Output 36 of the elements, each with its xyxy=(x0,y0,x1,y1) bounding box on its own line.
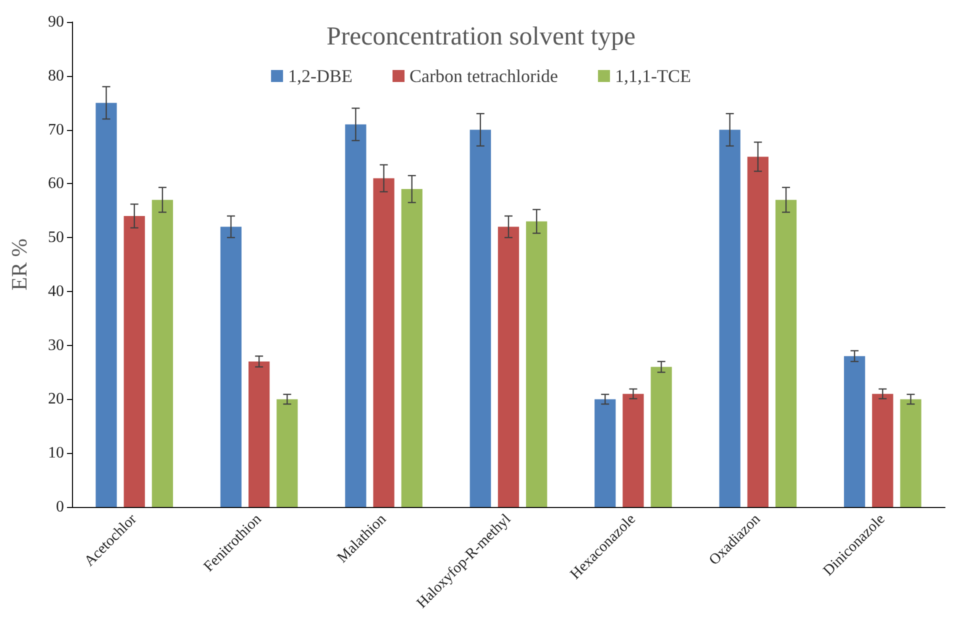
bar xyxy=(872,394,894,507)
y-tick-label: 80 xyxy=(48,67,64,84)
y-axis-title: ER % xyxy=(6,238,32,290)
y-tick-label: 40 xyxy=(48,282,64,300)
bar xyxy=(345,124,366,507)
bar xyxy=(401,189,422,507)
bar xyxy=(152,200,174,507)
bar xyxy=(650,366,672,507)
bar xyxy=(747,156,768,507)
bar xyxy=(900,399,922,507)
y-tick-label: 30 xyxy=(48,336,64,354)
chart-title: Preconcentration solvent type xyxy=(326,22,636,50)
bar xyxy=(220,226,242,507)
bar xyxy=(124,216,145,507)
y-tick-label: 50 xyxy=(48,229,64,246)
y-tick-label: 0 xyxy=(56,498,64,516)
bar xyxy=(719,130,740,507)
bar xyxy=(844,356,866,507)
legend-label: 1,1,1-TCE xyxy=(614,66,691,86)
bar xyxy=(470,130,491,507)
legend-label: Carbon tetrachloride xyxy=(410,66,558,86)
y-tick-label: 70 xyxy=(48,121,64,138)
bar xyxy=(373,178,394,507)
y-tick-label: 10 xyxy=(48,444,64,462)
bar xyxy=(526,221,548,507)
y-tick-label: 90 xyxy=(48,14,64,30)
bar xyxy=(594,399,616,507)
bar xyxy=(248,362,270,507)
y-tick-label: 60 xyxy=(48,175,64,192)
bar xyxy=(96,102,117,507)
legend-label: 1,2-DBE xyxy=(288,66,353,86)
bar xyxy=(498,226,520,507)
bar xyxy=(276,399,298,507)
y-tick-label: 20 xyxy=(48,390,64,408)
bar xyxy=(775,200,797,507)
bar xyxy=(622,394,644,507)
